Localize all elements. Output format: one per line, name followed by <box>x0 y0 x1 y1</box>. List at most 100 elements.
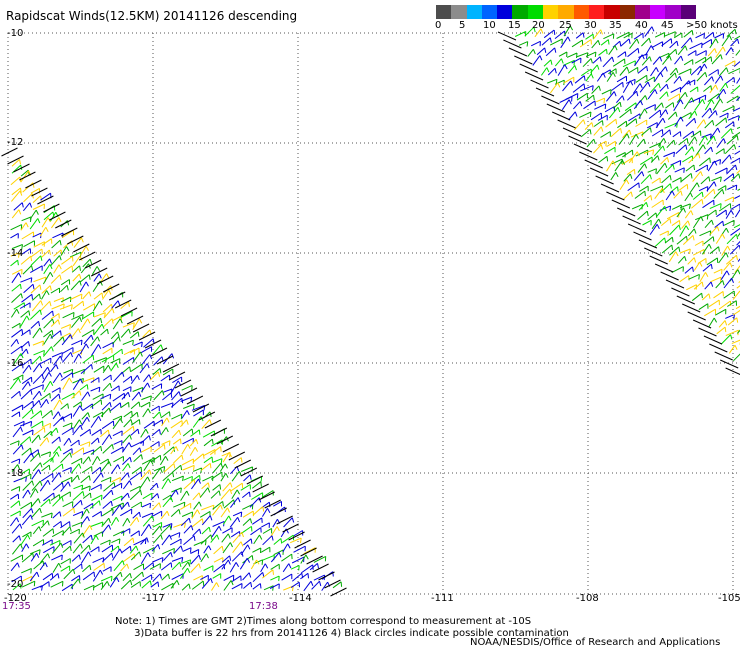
wind-barb-flag <box>40 300 44 306</box>
swath-edge-tick <box>282 523 299 533</box>
wind-barb <box>725 121 734 129</box>
wind-barb <box>151 510 162 518</box>
wind-barb <box>31 507 41 518</box>
wind-barb <box>143 374 150 383</box>
wind-barb-flag <box>733 144 737 150</box>
wind-barb <box>120 563 128 572</box>
wind-barb-flag <box>260 476 263 482</box>
wind-barb-flag <box>147 382 151 388</box>
wind-barb-flag <box>61 554 63 561</box>
wind-barb <box>695 144 704 156</box>
wind-barb <box>220 507 228 518</box>
wind-barb-flag <box>19 284 22 290</box>
wind-barb-flag <box>199 528 202 534</box>
wind-barb <box>10 486 20 491</box>
wind-barb <box>643 195 652 202</box>
wind-barb <box>608 68 617 75</box>
wind-barb <box>737 188 740 191</box>
wind-barb <box>10 308 18 318</box>
wind-barb <box>611 81 623 91</box>
wind-barb <box>644 26 653 37</box>
wind-barb <box>101 524 110 534</box>
wind-barb <box>201 504 215 511</box>
swath-edge-tick <box>96 275 114 285</box>
wind-barb <box>623 32 633 39</box>
wind-barb <box>122 480 131 490</box>
wind-barb <box>696 119 705 129</box>
time-label: 17:38 <box>249 601 278 612</box>
wind-barb <box>210 471 223 480</box>
wind-barb <box>671 219 680 227</box>
wind-barb <box>669 224 680 236</box>
wind-barb-flag <box>111 552 114 558</box>
wind-barb-flag <box>227 533 231 539</box>
wind-barb <box>32 539 44 547</box>
wind-barb-flag <box>20 293 23 299</box>
wind-barb <box>43 264 51 275</box>
wind-barb <box>140 435 150 445</box>
wind-barb-flag <box>735 185 738 191</box>
wind-barb <box>109 402 121 412</box>
wind-barb <box>676 207 684 218</box>
wind-barb <box>649 224 658 235</box>
wind-barb-flag <box>735 164 738 171</box>
wind-barb <box>90 399 102 408</box>
wind-barb-flag <box>650 45 655 51</box>
wind-barb <box>736 285 740 289</box>
wind-barb-flag <box>604 103 607 110</box>
wind-barb <box>133 454 142 462</box>
wind-barb <box>642 219 652 226</box>
wind-barb-flag <box>714 160 718 166</box>
wind-barb-flag <box>26 315 30 321</box>
wind-barb-flag <box>646 211 649 217</box>
wind-barb-flag <box>698 97 701 103</box>
wind-barb <box>575 32 584 39</box>
wind-barb <box>11 187 21 196</box>
wind-barb-flag <box>676 122 678 128</box>
wind-barb <box>160 402 174 408</box>
wind-barb-flag <box>138 511 141 518</box>
wind-barb <box>102 382 111 392</box>
wind-barb <box>159 455 166 466</box>
wind-barb <box>51 239 61 249</box>
wind-barb-flag <box>17 440 20 446</box>
wind-barb <box>30 248 43 258</box>
wind-barb <box>728 67 740 75</box>
swath-edge-tick <box>43 203 60 213</box>
wind-barb <box>42 371 50 384</box>
wind-barb-flag <box>111 308 115 314</box>
wind-barb <box>33 241 45 248</box>
wind-barb-flag <box>704 95 707 101</box>
wind-barb <box>654 102 663 111</box>
wind-barb-flag <box>111 444 114 450</box>
wind-barb-flag <box>709 133 712 139</box>
wind-barb-flag <box>30 359 32 365</box>
wind-barb <box>733 353 740 362</box>
wind-barb <box>699 230 711 237</box>
wind-barb-flag <box>669 183 672 189</box>
wind-barb-flag <box>165 455 169 461</box>
wind-barb-flag <box>98 344 102 350</box>
wind-barb <box>230 530 240 538</box>
wind-barb-flag <box>79 280 82 286</box>
wind-barb <box>133 563 144 571</box>
wind-barb <box>71 521 83 527</box>
swath-edge-tick <box>144 339 162 349</box>
wind-barb-flag <box>694 118 697 124</box>
wind-barb <box>301 564 313 574</box>
wind-barb-flag <box>36 571 40 577</box>
wind-barb <box>39 562 46 571</box>
wind-barb <box>591 85 600 94</box>
wind-barb-flag <box>20 426 23 432</box>
colorbar-swatch <box>497 5 513 19</box>
wind-barb <box>212 484 221 491</box>
wind-barb <box>103 307 113 319</box>
wind-barb-flag <box>639 83 643 89</box>
wind-barb-flag <box>647 81 651 87</box>
wind-barb-flag <box>138 318 143 324</box>
swath-edge-tick <box>13 163 30 173</box>
wind-barb <box>140 537 148 545</box>
wind-barb-flag <box>141 341 143 347</box>
wind-barb-flag <box>251 555 254 561</box>
wind-barb <box>721 35 730 47</box>
